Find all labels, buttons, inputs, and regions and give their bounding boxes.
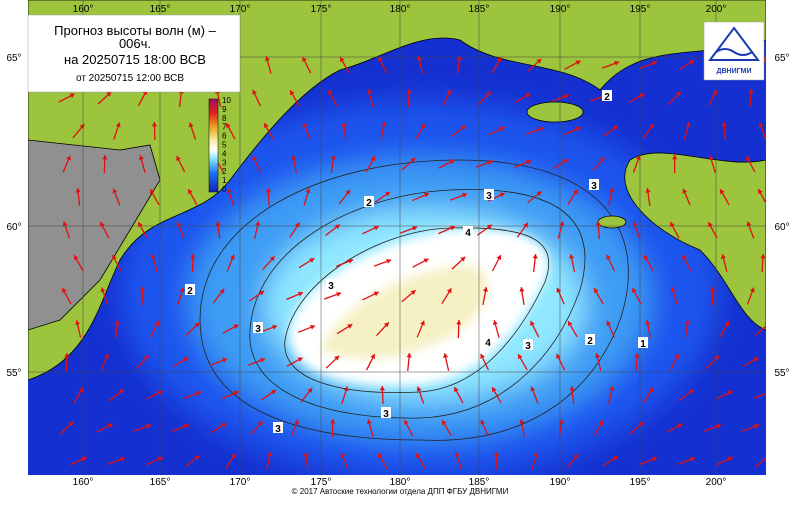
arrow-head: [766, 391, 771, 396]
lon-label: 165°: [150, 4, 171, 15]
colorbar-label: 10: [222, 96, 231, 105]
colorbar-label: 6: [222, 132, 227, 141]
title-cont: 006ч.: [119, 36, 151, 51]
lat-label: 55°: [6, 368, 21, 379]
lon-label: 195°: [630, 477, 651, 488]
lat-label: 60°: [6, 222, 21, 233]
lat-label: 60°: [774, 222, 789, 233]
colorbar: [209, 99, 218, 192]
lon-label: 200°: [706, 4, 727, 15]
contour-label: 2: [187, 286, 193, 297]
lon-label: 190°: [550, 4, 571, 15]
lon-label: 160°: [73, 4, 94, 15]
lon-label: 185°: [469, 4, 490, 15]
colorbar-label: 3: [222, 158, 227, 167]
contour-label: 3: [275, 424, 281, 435]
contour-label: 3: [525, 341, 531, 352]
contour-label: 2: [366, 198, 372, 209]
lon-label: 170°: [230, 4, 251, 15]
island: [527, 102, 583, 122]
contour-label: 4: [485, 338, 491, 349]
valid-time: на 20250715 18:00 ВСВ: [64, 52, 206, 67]
lon-label: 195°: [630, 4, 651, 15]
lon-label: 165°: [150, 477, 171, 488]
colorbar-label: 4: [222, 149, 227, 158]
contour-label: 3: [486, 191, 492, 202]
lon-label: 180°: [390, 4, 411, 15]
contour-label: 2: [587, 336, 593, 347]
contour-label: 3: [255, 324, 261, 335]
issued-time: от 20250715 12:00 ВСВ: [76, 73, 184, 84]
colorbar-label: 5: [222, 141, 227, 150]
lon-label: 160°: [73, 477, 94, 488]
contour-label: 4: [465, 228, 471, 239]
contour-label: 3: [328, 281, 334, 292]
colorbar-label: 7: [222, 123, 227, 132]
colorbar-label: 9: [222, 105, 227, 114]
contour-label: 3: [383, 409, 389, 420]
colorbar-label: 2: [222, 167, 227, 176]
colorbar-label: 8: [222, 114, 227, 123]
footer: © 2017 Автоские технологии отдела ДПП ФГ…: [292, 487, 509, 496]
lon-label: 170°: [230, 477, 251, 488]
contour-label: 1: [640, 339, 646, 350]
lon-label: 200°: [706, 477, 727, 488]
lon-label: 190°: [550, 477, 571, 488]
colorbar-label: 0: [222, 185, 227, 194]
colorbar-label: 1: [222, 176, 227, 185]
contour-label: 3: [591, 181, 597, 192]
logo-text: ДВНИГМИ: [717, 68, 752, 75]
lon-label: 175°: [311, 4, 332, 15]
lat-label: 65°: [6, 53, 21, 64]
lat-label: 55°: [774, 368, 789, 379]
contour-label: 2: [604, 92, 610, 103]
lat-label: 65°: [774, 53, 789, 64]
